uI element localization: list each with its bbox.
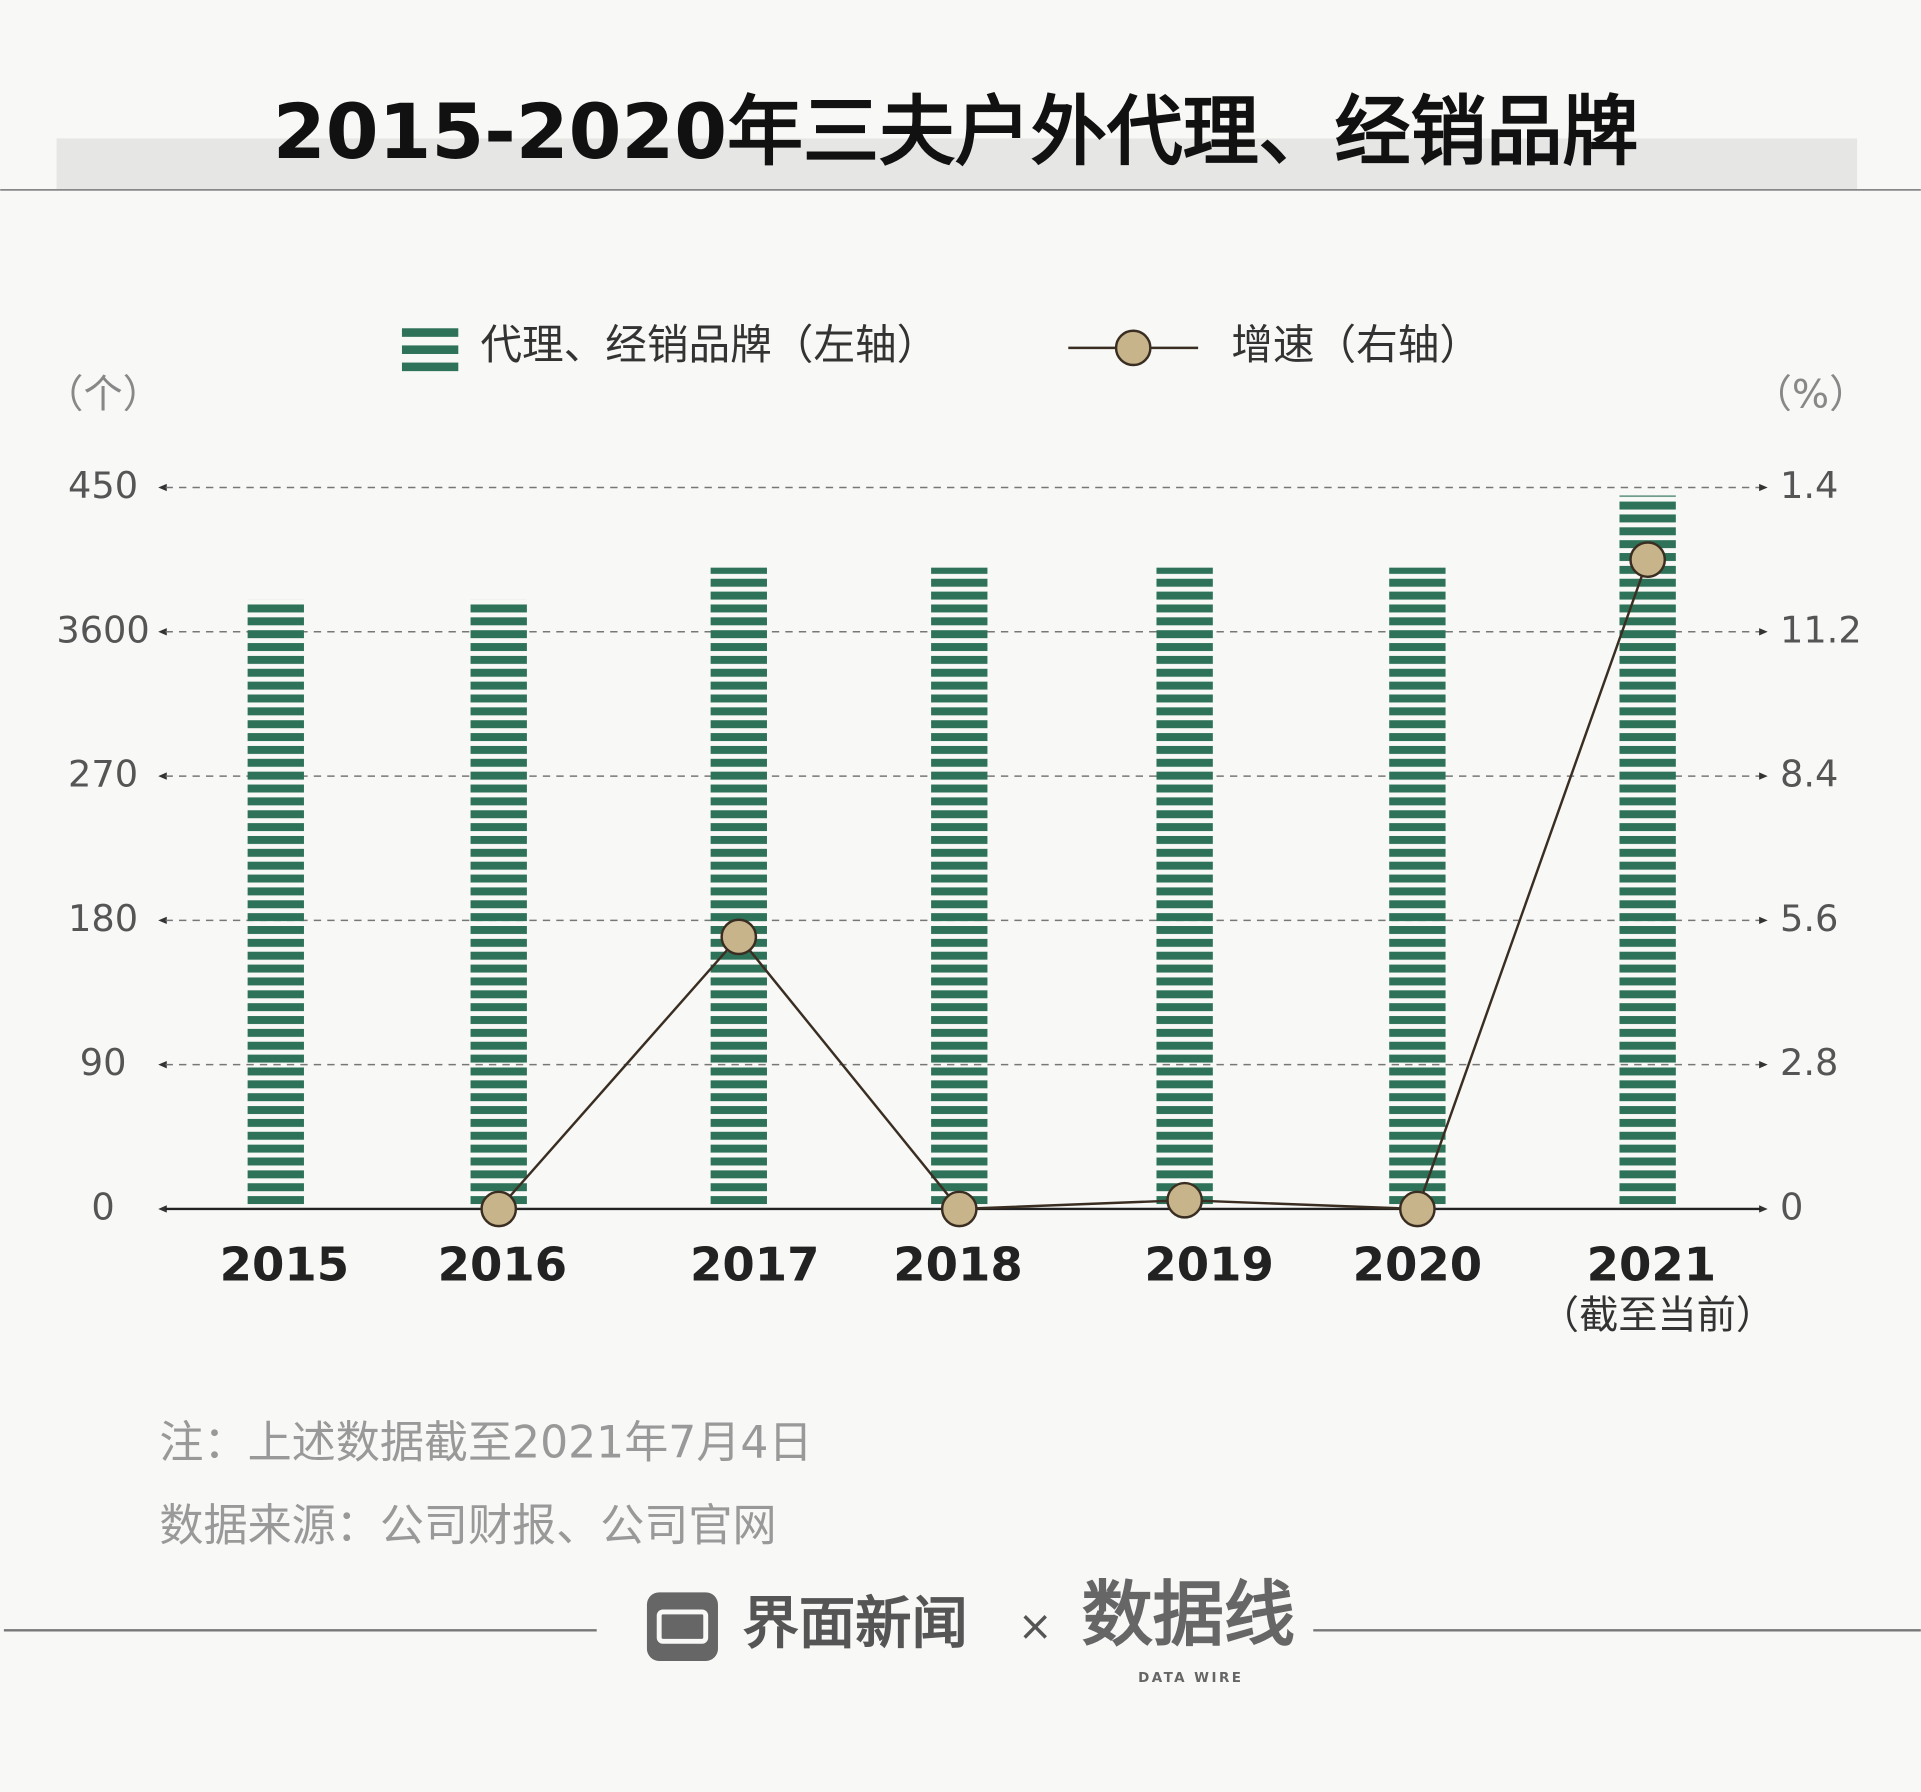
footer-partner: 数据线 [1082,1573,1295,1656]
legend-swatch [401,328,459,337]
chart-title: 2015-2020年三夫户外代理、经销品牌 [273,88,1638,176]
x-tick-label: 2018 [893,1237,1023,1291]
x-tick-label: 2019 [1144,1237,1274,1291]
line-marker [1399,1190,1436,1228]
x-tick-label: 2020 [1353,1237,1483,1291]
bar [247,599,304,1209]
brand-logo-mark [656,1609,709,1644]
y2-tick-mark [1759,916,1768,925]
legend-swatch [401,345,459,354]
y-tick-mark [158,916,167,925]
y-axis-label: （个） [44,372,162,417]
y-tick-label: 270 [68,753,138,796]
bar [470,599,527,1209]
bar [710,567,767,1209]
legend-label: 增速（右轴） [1231,320,1481,369]
bar [1619,495,1676,1209]
y2-tick-mark [1759,1060,1768,1069]
line-marker [940,1190,978,1228]
y-tick-label: 450 [68,464,138,507]
footer-separator: × [1018,1601,1053,1650]
y2-tick-mark [1759,1205,1768,1213]
y-tick-label: 0 [91,1185,114,1228]
y2-tick-mark [1759,483,1768,492]
x-tick-label: 2015 [220,1237,350,1291]
x-tick-label: 2016 [438,1237,568,1291]
bar [1156,567,1213,1209]
line-marker [480,1190,518,1228]
y-tick-mark [158,1060,167,1069]
line-marker [1166,1181,1204,1219]
y2-tick-label: 2.8 [1780,1041,1838,1084]
x-tick-label: 2021 [1587,1237,1717,1291]
title-band [56,138,1858,190]
x-tick-note: （截至当前） [1540,1293,1775,1338]
y2-tick-label: 1.4 [1780,464,1838,507]
legend-swatch [401,362,459,372]
y2-axis-label: （%） [1753,372,1869,417]
y2-tick-label: 8.4 [1780,753,1838,796]
y2-tick-label: 11.2 [1780,608,1862,651]
line [497,559,1649,1211]
note: 数据来源：公司财报、公司官网 [159,1501,776,1552]
y-tick-mark [158,628,167,636]
footer-partner-sub: DATA WIRE [1138,1670,1243,1686]
y-tick-label: 180 [68,897,138,940]
y-tick-mark [158,483,167,492]
y2-tick-mark [1759,628,1768,636]
y2-tick-label: 5.6 [1780,897,1838,940]
y-tick-mark [158,772,167,780]
y-tick-label: 90 [80,1041,127,1084]
y-tick-mark [158,1205,167,1213]
y2-tick-label: 0 [1780,1185,1803,1228]
y-tick-label: 3600 [56,608,150,651]
legend-marker [1114,329,1152,367]
line-marker [720,918,758,956]
x-tick-label: 2017 [690,1237,820,1291]
line-marker [1629,541,1667,579]
bar [1389,567,1446,1209]
bar [931,567,988,1209]
footer-brand: 界面新闻 [743,1591,968,1656]
legend-label: 代理、经销品牌（左轴） [480,320,938,369]
y2-tick-mark [1759,772,1768,780]
note: 注：上述数据截至2021年7月4日 [159,1417,812,1468]
